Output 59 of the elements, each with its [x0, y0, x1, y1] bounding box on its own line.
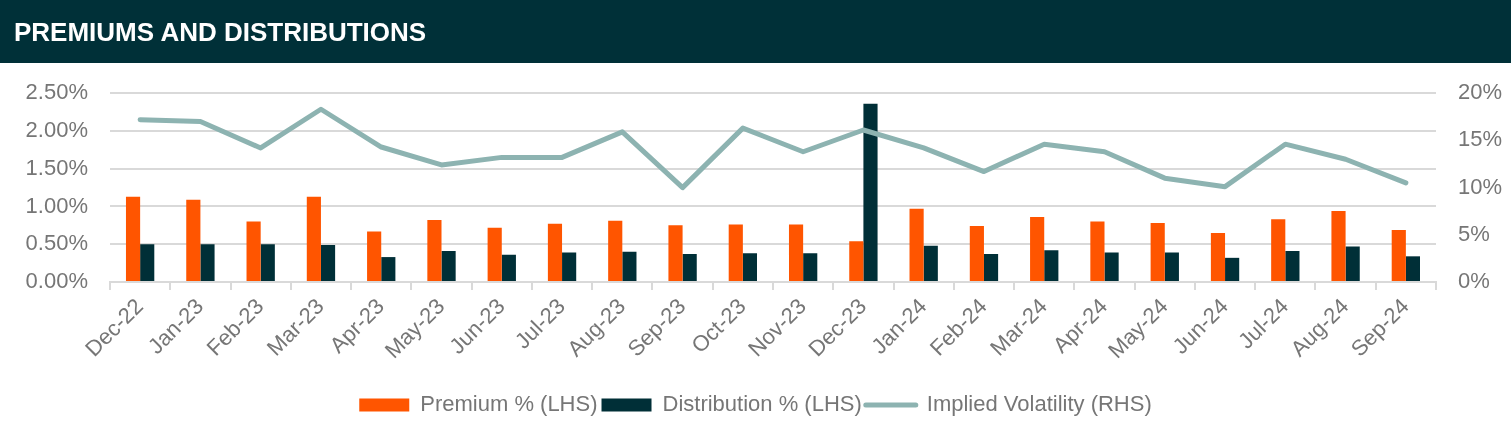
bar	[427, 220, 442, 281]
bar	[622, 251, 637, 281]
bar	[140, 244, 155, 281]
bar	[1104, 252, 1119, 281]
bar	[381, 257, 396, 281]
bar	[983, 254, 999, 281]
bar	[562, 252, 577, 281]
bar	[547, 223, 563, 281]
y-tick-label: 0.00%	[25, 268, 88, 294]
legend-label: Premium % (LHS)	[420, 391, 598, 417]
bar	[1210, 232, 1226, 281]
bar	[682, 254, 697, 281]
bar	[863, 103, 878, 281]
y2-tick-label: 15%	[1458, 126, 1503, 152]
y-tick-label: 0.50%	[25, 230, 88, 256]
bar	[1331, 211, 1346, 281]
bar	[1150, 223, 1165, 281]
bar	[969, 226, 984, 281]
bar	[320, 245, 336, 281]
bar	[1271, 219, 1286, 281]
bar	[1044, 250, 1059, 281]
y-tick-label: 2.50%	[25, 79, 88, 105]
bar	[246, 221, 261, 281]
bar	[1030, 217, 1045, 281]
y2-tick-label: 10%	[1458, 173, 1503, 199]
bar	[1285, 251, 1300, 281]
bar	[200, 244, 215, 281]
bar	[788, 224, 804, 281]
bar	[441, 251, 456, 281]
bar	[1345, 246, 1360, 281]
bar	[728, 224, 743, 281]
bar	[923, 245, 938, 281]
y2-tick-label: 0%	[1458, 268, 1490, 294]
bar	[125, 196, 141, 281]
y2-tick-label: 20%	[1458, 79, 1503, 105]
y2-tick-label: 5%	[1458, 220, 1490, 246]
bar	[608, 220, 623, 281]
y-tick-label: 2.00%	[25, 117, 88, 143]
bar	[487, 227, 502, 281]
bar	[1164, 252, 1179, 281]
bar	[501, 254, 516, 281]
bar	[849, 241, 864, 281]
bar	[367, 231, 382, 281]
bar	[742, 253, 758, 281]
bar	[668, 225, 683, 281]
bar	[1225, 257, 1240, 281]
bar	[1090, 221, 1105, 281]
chart-title: PREMIUMS AND DISTRIBUTIONS	[14, 17, 427, 47]
bar	[260, 244, 275, 281]
bar	[186, 199, 201, 281]
y-tick-label: 1.50%	[25, 154, 88, 180]
bar	[1405, 256, 1421, 281]
bar	[909, 208, 924, 281]
bar	[306, 196, 321, 281]
y-tick-label: 1.00%	[25, 192, 88, 218]
legend-label: Distribution % (LHS)	[662, 391, 862, 417]
bar	[803, 253, 818, 281]
bar	[1391, 229, 1406, 281]
legend-label: Implied Volatility (RHS)	[926, 391, 1152, 417]
